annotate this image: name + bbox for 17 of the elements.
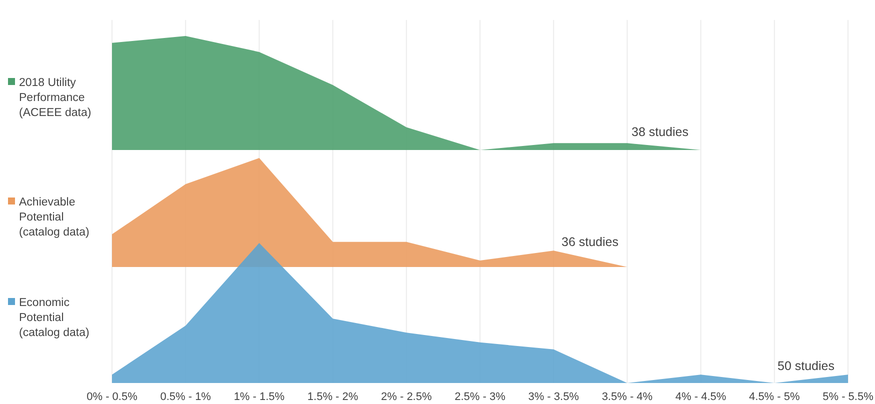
legend-label: Achievable Potential (catalog data) — [19, 196, 90, 238]
x-tick-label: 0.5% - 1% — [160, 391, 212, 403]
annotation: 36 studies — [562, 235, 618, 249]
legend-label: Economic Potential (catalog data) — [19, 297, 90, 339]
x-tick-label: 4.5% - 5% — [749, 391, 800, 403]
legend-label: 2018 Utility Performance (ACEEE data) — [19, 77, 92, 119]
x-tick-label: 5% - 5.5% — [822, 391, 874, 403]
annotation: 38 studies — [632, 125, 688, 139]
x-tick-label: 2% - 2.5% — [381, 391, 432, 403]
x-tick-label: 1.5% - 2% — [307, 391, 358, 403]
x-tick-label: 2.5% - 3% — [454, 391, 506, 403]
x-tick-label: 3.5% - 4% — [602, 391, 653, 403]
x-tick-label: 3% - 3.5% — [528, 391, 580, 403]
x-tick-label: 4% - 4.5% — [675, 391, 726, 403]
x-tick-label: 1% - 1.5% — [234, 391, 285, 403]
x-tick-label: 0% - 0.5% — [86, 391, 138, 403]
annotation: 50 studies — [778, 359, 834, 373]
